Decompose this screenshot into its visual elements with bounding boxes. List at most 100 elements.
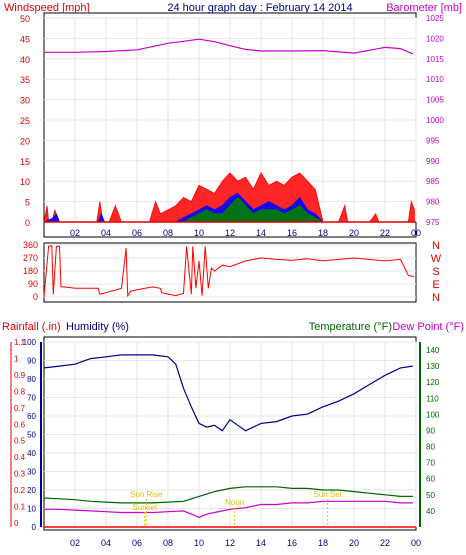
- wind-tick-label: 5: [25, 198, 30, 208]
- wind-x-tick-label: 16: [287, 228, 297, 238]
- direction-tick-label: 90: [28, 279, 38, 289]
- compass-label: W: [431, 253, 442, 265]
- humidity-tick-label: 40: [27, 449, 36, 458]
- wind-x-tick-label: 06: [132, 228, 142, 238]
- rain-tick-label: 0.1: [14, 503, 26, 512]
- humidity-tick-label: 90: [27, 357, 36, 366]
- direction-tick-label: 180: [23, 266, 38, 276]
- rain-tick-label: 0.5: [14, 437, 26, 446]
- wind-x-tick-label: 14: [256, 228, 266, 238]
- temperature-tick-label: 50: [426, 491, 435, 500]
- wind-x-tick-label: 22: [380, 228, 390, 238]
- barometer-tick-label: 1010: [426, 75, 444, 84]
- climate-x-tick-label: 20: [349, 538, 359, 548]
- wind-tick-label: 40: [20, 55, 30, 65]
- temperature-tick-label: 80: [426, 443, 435, 452]
- dewpoint-axis-label: Dew Point (°F): [392, 321, 464, 333]
- climate-x-tick-label: 18: [318, 538, 328, 548]
- humidity-tick-label: 30: [27, 468, 36, 477]
- rain-tick-label: 0.9: [14, 371, 26, 380]
- temperature-tick-label: 140: [426, 346, 440, 355]
- climate-x-tick-label: 08: [163, 538, 173, 548]
- barometer-tick-label: 1020: [426, 34, 444, 43]
- temperature-tick-label: 130: [426, 362, 440, 371]
- barometer-tick-label: 990: [426, 157, 440, 166]
- compass-label: N: [432, 292, 440, 304]
- humidity-axis-label: Humidity (%): [66, 321, 129, 333]
- climate-x-tick-label: 16: [287, 538, 297, 548]
- climate-x-tick-label: 22: [380, 538, 390, 548]
- humidity-tick-label: 80: [27, 375, 36, 384]
- wind-x-tick-label: 18: [318, 228, 328, 238]
- temperature-tick-label: 100: [426, 410, 440, 419]
- wind-tick-label: 45: [20, 34, 30, 44]
- barometer-tick-label: 980: [426, 198, 440, 207]
- climate-x-tick-label: 00: [411, 538, 421, 548]
- wind-x-tick-label: 04: [101, 228, 111, 238]
- barometer-tick-label: 1015: [426, 55, 444, 64]
- wind-x-tick-label: 20: [349, 228, 359, 238]
- climate-x-tick-label: 04: [101, 538, 111, 548]
- humidity-tick-label: 10: [27, 505, 36, 514]
- humidity-tick-label: 50: [27, 431, 36, 440]
- wind-10min-area: [44, 196, 416, 223]
- temperature-tick-label: 40: [426, 507, 435, 516]
- rain-tick-label: 0: [14, 519, 19, 528]
- annotation-label: Noon: [225, 498, 244, 507]
- rainfall-axis-label: Rainfall (.in): [2, 321, 61, 333]
- rain-tick-label: 1: [14, 354, 19, 363]
- barometer-tick-label: 985: [426, 177, 440, 186]
- temperature-tick-label: 120: [426, 378, 440, 387]
- chart-title: 24 hour graph day : February 14 2014: [167, 2, 352, 14]
- rain-tick-label: 0.6: [14, 420, 26, 429]
- wind-tick-label: 15: [20, 157, 30, 167]
- humidity-tick-label: 100: [23, 338, 37, 347]
- humidity-line: [43, 354, 413, 432]
- annotation-label: Sun Set: [313, 490, 342, 499]
- direction-tick-label: 270: [23, 253, 38, 263]
- annotation-label: Sun Rise: [130, 490, 163, 499]
- barometer-axis-label: Barometer [mb]: [386, 2, 462, 14]
- rain-tick-label: 1.1: [14, 338, 26, 347]
- wind-tick-label: 25: [20, 116, 30, 126]
- temperature-line: [43, 486, 413, 504]
- wind-tick-label: 10: [20, 177, 30, 187]
- windspeed-axis-label: Windspeed [mph]: [4, 2, 90, 14]
- climate-x-tick-label: 14: [256, 538, 266, 548]
- compass-label: E: [432, 279, 439, 291]
- humidity-tick-label: 60: [27, 412, 36, 421]
- barometer-tick-label: 995: [426, 136, 440, 145]
- wind-tick-label: 50: [20, 14, 30, 24]
- rain-tick-label: 0.2: [14, 486, 26, 495]
- temperature-axis-label: Temperature (°F): [309, 321, 392, 333]
- barometer-tick-label: 975: [426, 218, 440, 227]
- wind-tick-label: 20: [20, 136, 30, 146]
- temperature-tick-label: 110: [426, 394, 439, 403]
- annotation-label: Sunset: [132, 503, 158, 512]
- barometer-line: [44, 38, 414, 55]
- compass-label: N: [432, 240, 440, 252]
- direction-tick-label: 360: [23, 240, 38, 250]
- humidity-tick-label: 70: [27, 394, 36, 403]
- wind-tick-label: 35: [20, 75, 30, 85]
- wind-x-tick-label: 12: [225, 228, 235, 238]
- wind-x-tick-label: 02: [70, 228, 80, 238]
- humidity-tick-label: 20: [27, 486, 36, 495]
- barometer-tick-label: 1005: [426, 96, 444, 105]
- rain-tick-label: 0.4: [14, 453, 26, 462]
- rain-tick-label: 0.3: [14, 470, 26, 479]
- wind-tick-label: 30: [20, 96, 30, 106]
- temperature-tick-label: 60: [426, 475, 435, 484]
- climate-x-tick-label: 10: [194, 538, 204, 548]
- dewpoint-line: [44, 500, 413, 518]
- compass-label: S: [432, 266, 439, 278]
- temperature-tick-label: 90: [426, 426, 435, 435]
- direction-tick-label: 0: [33, 292, 38, 302]
- humidity-tick-label: 0: [32, 523, 37, 532]
- rain-tick-label: 0.7: [14, 404, 26, 413]
- barometer-tick-label: 1000: [426, 116, 444, 125]
- barometer-tick-label: 1025: [426, 14, 444, 23]
- wind-x-tick-label: 00: [411, 228, 421, 238]
